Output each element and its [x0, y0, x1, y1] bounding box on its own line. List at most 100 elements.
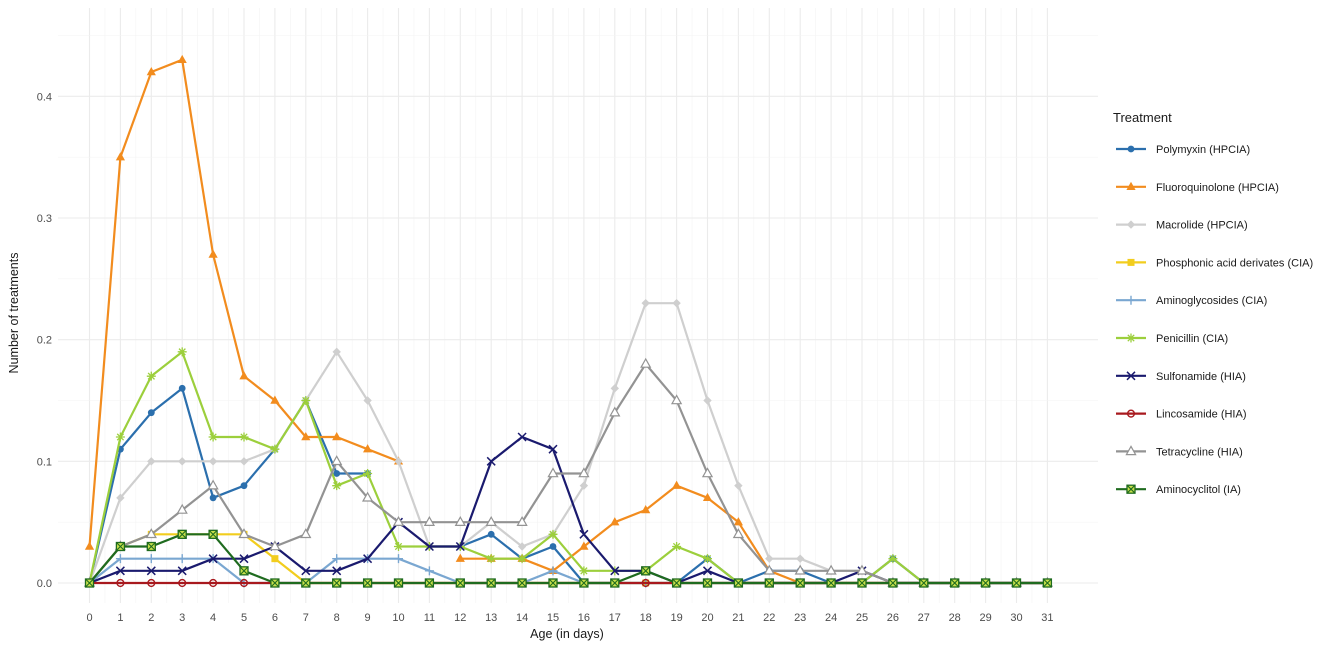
- data-point: [146, 554, 156, 564]
- data-point: [423, 515, 436, 526]
- data-point: [240, 482, 248, 490]
- data-point: [703, 396, 712, 405]
- x-tick-label: 8: [334, 612, 340, 624]
- data-point-cross: [672, 578, 681, 588]
- data-point: [672, 480, 682, 489]
- data-point: [178, 578, 187, 588]
- x-tick-label: 29: [979, 612, 991, 624]
- legend-item: Lincosamide (HIA): [1116, 409, 1246, 421]
- x-tick-label: 20: [701, 612, 713, 624]
- data-point: [363, 554, 373, 564]
- x-tick-label: 6: [272, 612, 278, 624]
- data-point: [145, 528, 157, 539]
- x-tick-label: 13: [485, 612, 497, 624]
- data-point: [209, 578, 218, 588]
- data-point: [239, 578, 249, 588]
- legend-item: Penicillin (CIA): [1116, 333, 1228, 345]
- x-tick-label: 1: [117, 612, 123, 624]
- data-point: [641, 578, 650, 588]
- data-point: [332, 431, 342, 441]
- data-point: [363, 469, 373, 478]
- data-point: [208, 249, 218, 258]
- data-point: [177, 566, 187, 576]
- data-point: [332, 481, 342, 491]
- data-point: [394, 554, 403, 564]
- y-tick-label: 0.2: [37, 335, 52, 347]
- data-point: [610, 384, 619, 393]
- data-point-cross: [332, 578, 342, 588]
- x-tick-label: 11: [424, 612, 435, 624]
- data-point: [147, 578, 156, 588]
- y-axis-ticks: 0.0 0.1 0.2 0.3 0.4: [37, 91, 52, 590]
- data-point: [392, 515, 405, 526]
- series-line: [88, 362, 1048, 585]
- x-tick-label: 21: [732, 612, 744, 624]
- data-point-cross: [116, 542, 125, 551]
- data-point: [177, 347, 187, 357]
- data-point: [1126, 295, 1136, 305]
- x-tick-label: 0: [86, 612, 92, 624]
- legend-item: Phosphonic acid derivates (CIA): [1116, 257, 1313, 269]
- x-tick-label: 26: [887, 612, 899, 624]
- data-point: [115, 554, 125, 564]
- data-point: [517, 554, 527, 564]
- data-point: [271, 555, 279, 563]
- data-point: [486, 554, 496, 564]
- data-point-cross: [734, 578, 743, 588]
- data-point: [1126, 181, 1136, 190]
- data-point: [610, 517, 620, 526]
- series-line: [88, 533, 1048, 585]
- data-point-cross: [177, 529, 187, 539]
- data-point: [332, 566, 342, 576]
- data-point-cross: [239, 566, 249, 576]
- data-point: [455, 553, 465, 562]
- legend-item: Macrolide (HPCIA): [1116, 220, 1248, 232]
- y-tick-label: 0.3: [37, 213, 52, 225]
- data-point: [640, 357, 652, 368]
- data-point: [177, 554, 187, 564]
- legend-label: Lincosamide (HIA): [1156, 409, 1246, 421]
- data-point: [208, 457, 218, 466]
- series-line: [88, 350, 1048, 585]
- legend-item: Tetracycline (HIA): [1116, 445, 1243, 458]
- data-point: [578, 467, 590, 478]
- data-point: [301, 566, 311, 576]
- data-point-cross: [857, 578, 867, 588]
- data-point-cross: [517, 578, 527, 588]
- series-lines: [83, 54, 1054, 588]
- data-point-cross: [301, 578, 311, 588]
- x-tick-label: 17: [609, 612, 621, 624]
- x-tick-label: 22: [763, 612, 775, 624]
- data-point: [856, 564, 868, 575]
- x-tick-label: 9: [365, 612, 371, 624]
- y-tick-label: 0.0: [37, 578, 52, 590]
- data-point: [332, 347, 341, 357]
- x-tick-label: 4: [210, 612, 216, 624]
- data-point: [146, 566, 156, 576]
- data-point: [209, 494, 217, 502]
- data-point-cross: [1126, 484, 1136, 494]
- y-tick-label: 0.1: [37, 456, 52, 468]
- data-point: [239, 371, 249, 380]
- data-point: [1126, 409, 1136, 418]
- data-point: [888, 554, 898, 564]
- data-point: [548, 566, 558, 576]
- data-point-cross: [579, 578, 589, 588]
- data-point-cross: [486, 578, 496, 588]
- data-point-cross: [208, 529, 218, 539]
- data-point: [269, 540, 281, 551]
- data-point: [270, 444, 280, 454]
- data-point-cross: [919, 578, 929, 588]
- data-point: [485, 515, 497, 526]
- data-point: [672, 542, 682, 551]
- data-point: [641, 504, 651, 514]
- data-point: [178, 384, 186, 392]
- data-point: [455, 541, 465, 552]
- data-point: [394, 542, 403, 551]
- legend-label: Phosphonic acid derivates (CIA): [1156, 257, 1313, 269]
- data-point: [732, 528, 745, 539]
- x-axis-title: Age (in days): [530, 627, 604, 641]
- legend-item: Aminocyclitol (IA): [1116, 484, 1241, 496]
- legend-item: Aminoglycosides (CIA): [1116, 295, 1267, 307]
- data-point: [147, 457, 156, 466]
